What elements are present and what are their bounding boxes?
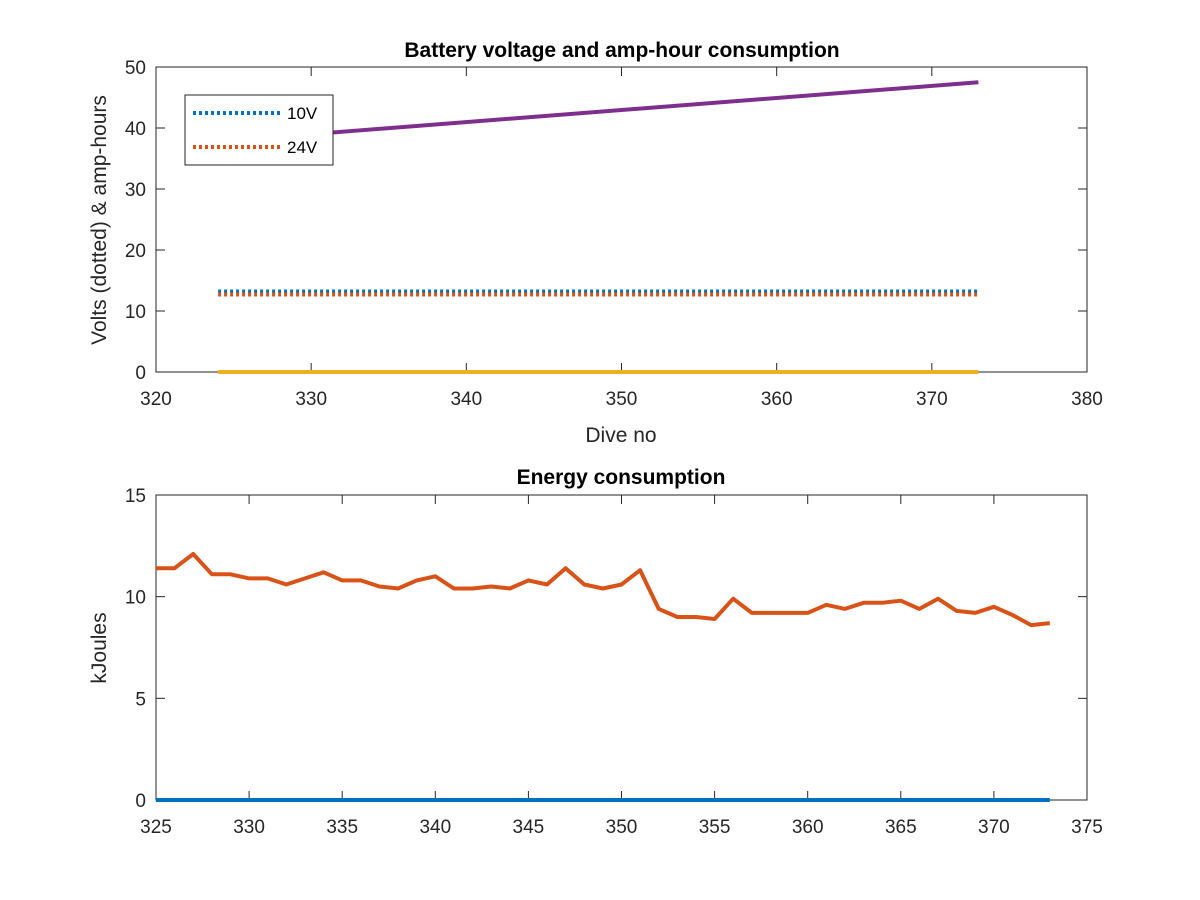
voltage-y-tick-label: 20	[125, 241, 146, 262]
energy-x-tick-label: 330	[233, 817, 265, 838]
energy-series-line-1	[156, 552, 1051, 628]
energy-plot-area	[155, 494, 1088, 801]
energy-x-tick-label: 375	[1071, 817, 1103, 838]
energy-y-tick-label: 0	[135, 791, 146, 812]
voltage-x-tick-label: 350	[606, 389, 638, 410]
energy-x-tick-label: 325	[140, 817, 172, 838]
energy-x-tick-label: 355	[699, 817, 731, 838]
energy-axes: Energy consumption kJoules 325 330 335 340 3…	[88, 466, 1103, 838]
energy-x-tick-label: 365	[885, 817, 917, 838]
voltage-chart-title: Battery voltage and amp-hour consumption	[404, 39, 839, 62]
voltage-x-tick-label: 380	[1071, 389, 1103, 410]
energy-y-tick-label: 10	[125, 588, 146, 609]
energy-y-tick-label: 15	[125, 486, 146, 507]
energy-x-tick-label: 370	[978, 817, 1010, 838]
voltage-y-tick-label: 50	[125, 58, 146, 79]
energy-x-tick-label: 350	[606, 817, 638, 838]
voltage-x-tick-label: 330	[295, 389, 327, 410]
voltage-x-tick-label: 370	[916, 389, 948, 410]
energy-chart-title: Energy consumption	[517, 466, 726, 489]
voltage-x-tick-label: 320	[140, 389, 172, 410]
voltage-y-tick-label: 10	[125, 302, 146, 323]
voltage-x-tick-label: 340	[450, 389, 482, 410]
voltage-axes: Battery voltage and amp-hour consumption…	[88, 39, 1103, 447]
voltage-plot-area	[155, 66, 1088, 373]
voltage-x-tick-label: 360	[761, 389, 793, 410]
voltage-legend-label-24v: 24V	[287, 138, 318, 157]
voltage-legend-box	[184, 94, 334, 166]
voltage-y-axis-label: Volts (dotted) & amp-hours	[88, 95, 111, 345]
energy-x-tick-label: 345	[513, 817, 545, 838]
voltage-legend-label-10v: 10V	[287, 104, 318, 123]
energy-x-tick-label: 340	[419, 817, 451, 838]
energy-y-tick-label: 5	[135, 689, 146, 710]
voltage-x-axis-label: Dive no	[585, 424, 656, 447]
voltage-y-tick-label: 40	[125, 119, 146, 140]
voltage-y-tick-label: 30	[125, 180, 146, 201]
energy-x-tick-label: 360	[792, 817, 824, 838]
voltage-y-tick-label: 0	[135, 363, 146, 384]
energy-x-tick-label: 335	[326, 817, 358, 838]
voltage-series-line-3	[217, 80, 979, 144]
energy-y-axis-label: kJoules	[88, 612, 111, 683]
